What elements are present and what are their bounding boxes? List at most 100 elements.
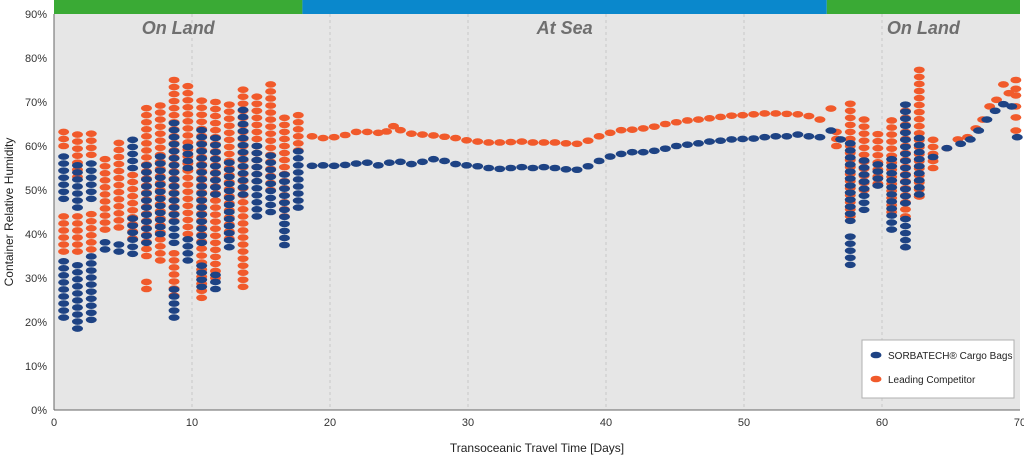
competitor-point [182,188,194,196]
sorbatech-point [803,133,815,140]
sorbatech-point [196,190,208,197]
sorbatech-point [168,314,180,321]
competitor-point [113,195,125,203]
sorbatech-point [99,239,111,246]
sorbatech-point [237,162,249,170]
sorbatech-point [886,212,898,219]
sorbatech-point [844,175,856,182]
competitor-point [99,205,111,212]
competitor-point [71,220,83,227]
competitor-point [196,111,208,119]
sorbatech-point [58,174,70,181]
sorbatech-point [549,164,561,172]
competitor-point [913,94,925,102]
competitor-point [154,109,166,116]
competitor-point [317,134,329,142]
sorbatech-point [154,174,166,181]
sorbatech-point [659,145,671,152]
sorbatech-point [582,162,594,170]
sorbatech-point [844,154,856,161]
sorbatech-point [913,141,925,149]
legend-label-sorbatech: SORBATECH® Cargo Bags [888,351,1012,362]
sorbatech-point [886,226,898,233]
competitor-point [71,152,83,159]
competitor-point [113,188,125,196]
competitor-point [113,224,125,231]
sorbatech-point [127,222,139,229]
sorbatech-point [872,182,884,189]
competitor-point [168,97,180,105]
competitor-point [913,101,925,109]
sorbatech-point [154,153,166,160]
sorbatech-point [154,181,166,189]
sorbatech-point [886,155,898,163]
sorbatech-point [472,162,484,170]
sorbatech-point [182,157,194,165]
sorbatech-point [844,203,856,211]
sorbatech-point [209,177,221,184]
sorbatech-point [265,159,277,167]
sorbatech-point [71,183,83,190]
sorbatech-point [886,177,898,184]
sorbatech-point [85,253,97,260]
phase-bands [54,0,1020,14]
sorbatech-point [237,127,249,135]
sorbatech-point [168,218,180,225]
competitor-point [251,128,263,136]
sorbatech-point [237,148,249,156]
sorbatech-point [196,211,208,218]
sorbatech-point [223,229,235,237]
sorbatech-point [278,234,290,242]
sorbatech-point [844,247,856,255]
y-tick-label: 60% [25,141,47,153]
competitor-point [209,119,221,127]
competitor-point [140,104,152,112]
competitor-point [168,76,180,84]
competitor-point [803,112,815,120]
sorbatech-point [692,140,704,147]
competitor-point [237,248,249,255]
competitor-point [844,100,856,108]
phase-band-1 [302,0,827,14]
sorbatech-point [265,166,277,174]
competitor-point [265,109,277,116]
legend-marker-sorbatech [870,351,882,359]
competitor-point [140,245,152,253]
sorbatech-point [209,285,221,293]
competitor-point [71,213,83,220]
competitor-point [361,128,373,136]
competitor-point [182,216,194,224]
competitor-point [209,246,221,254]
sorbatech-point [71,276,83,283]
sorbatech-point [265,208,277,216]
competitor-point [71,248,83,255]
sorbatech-point [461,162,473,169]
competitor-point [58,213,70,220]
sorbatech-point [237,113,249,121]
competitor-point [1010,85,1022,93]
x-tick-label: 50 [738,417,750,429]
competitor-point [85,151,97,159]
competitor-point [127,199,139,207]
sorbatech-point [844,189,856,196]
competitor-point [85,232,97,239]
competitor-point [237,283,249,291]
competitor-point [209,225,221,233]
sorbatech-point [899,243,911,251]
competitor-point [223,115,235,123]
sorbatech-point [154,202,166,210]
sorbatech-point [209,141,221,149]
competitor-point [991,96,1003,104]
competitor-point [182,125,194,132]
competitor-point [71,227,83,234]
sorbatech-point [168,176,180,183]
competitor-point [182,103,194,111]
competitor-point [113,160,125,168]
sorbatech-point [292,204,304,211]
sorbatech-point [154,188,166,196]
competitor-point [582,137,594,145]
competitor-point [113,202,125,210]
sorbatech-point [168,155,180,162]
sorbatech-point [223,194,235,202]
sorbatech-point [223,159,235,167]
